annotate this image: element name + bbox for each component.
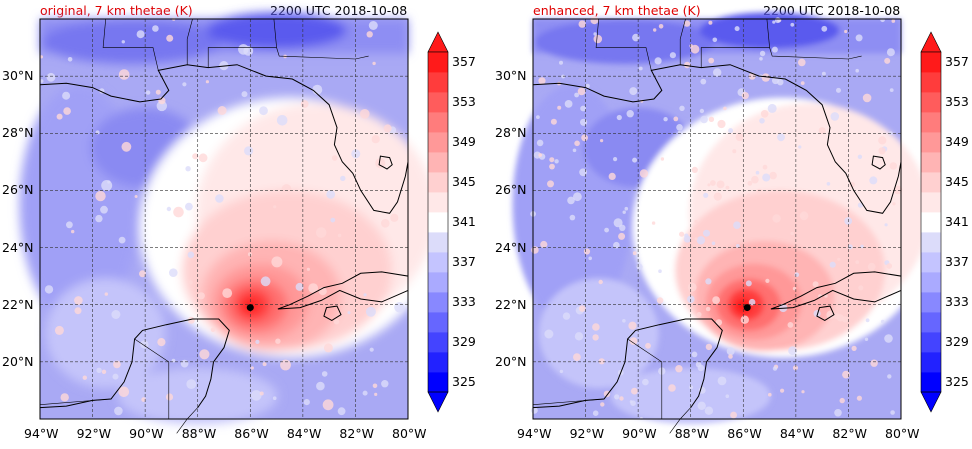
colorbar-swatch [921,172,941,193]
colorbar-tick-label: 341 [945,214,969,229]
colorbar-tick-label: 353 [452,94,476,109]
theta-e-map-enhanced [512,12,933,434]
colorbar-swatch [428,352,448,373]
colorbar-tick-label: 341 [452,214,476,229]
lat-tick-label: 30°N [495,68,527,84]
colorbar-swatch [921,252,941,273]
lon-tick-label: 92°W [569,426,605,441]
lon-tick-label: 84°W [286,426,322,441]
colorbar-tick-label: 349 [945,134,969,149]
lat-tick-label: 24°N [2,239,34,255]
colorbar-swatch [921,332,941,353]
colorbar-swatch [428,112,448,133]
lat-tick-label: 22°N [2,296,34,312]
lat-tick-label: 26°N [495,182,527,198]
colorbar-swatch [921,52,941,73]
lon-tick-label: 90°W [129,426,164,441]
colorbar-swatch [921,92,941,113]
lon-tick-label: 82°W [339,426,374,441]
panel-enhanced: enhanced, 7 km thetae (K) 2200 UTC 2018-… [492,0,972,449]
colorbar-swatch [428,172,448,193]
colorbar-swatch [921,212,941,233]
colorbar-tick-label: 349 [452,134,476,149]
colorbar-tick-label: 325 [945,374,969,389]
colorbar-swatch [428,92,448,113]
colorbar-swatch [921,152,941,173]
storm-center-marker [246,304,254,312]
lat-tick-label: 24°N [495,239,527,255]
lat-tick-label: 30°N [2,68,34,84]
colorbar-swatch [921,232,941,253]
colorbar-swatch [428,232,448,253]
lon-tick-label: 94°W [24,426,59,441]
lat-tick-label: 20°N [495,353,527,369]
colorbar-swatch [921,132,941,153]
colorbar-swatch [428,292,448,313]
colorbar-swatch [921,192,941,213]
colorbar-original [427,31,449,413]
colorbar-tick-label: 333 [945,294,969,309]
colorbar-swatch [921,292,941,313]
colorbar-enhanced [920,31,942,413]
panel-title-left: enhanced, 7 km thetae (K) [533,3,701,18]
colorbar-swatch [428,212,448,233]
lat-tick-label: 20°N [2,353,34,369]
colorbar-tick-label: 329 [452,334,476,349]
storm-center-marker [743,304,751,312]
lon-tick-label: 80°W [392,426,427,441]
colorbar-swatch [428,132,448,153]
lon-tick-label: 86°W [234,426,269,441]
colorbar-swatch [921,372,941,393]
lat-tick-label: 28°N [2,125,34,141]
colorbar-swatch [428,192,448,213]
colorbar-swatch [921,312,941,333]
theta-e-map-original [19,12,440,434]
colorbar-tick-label: 333 [452,294,476,309]
colorbar-swatch [428,372,448,393]
colorbar-tick-label: 357 [945,54,969,69]
lon-tick-label: 92°W [76,426,112,441]
colorbar-swatch [428,332,448,353]
colorbar-swatch [428,52,448,73]
colorbar-tick-label: 357 [452,54,476,69]
lon-tick-label: 84°W [779,426,815,441]
colorbar-tick-label: 337 [452,254,476,269]
colorbar-swatch [921,72,941,93]
colorbar-tick-label: 345 [452,174,476,189]
colorbar-tick-label: 325 [452,374,476,389]
lon-tick-label: 88°W [674,426,710,441]
colorbar-tick-label: 345 [945,174,969,189]
colorbar-swatch [428,72,448,93]
colorbar-swatch [428,152,448,173]
colorbar-swatch [428,312,448,333]
colorbar-tick-label: 337 [945,254,969,269]
colorbar-swatch [428,272,448,293]
lat-tick-label: 26°N [2,182,34,198]
colorbar-swatch [428,252,448,273]
colorbar-tick-label: 329 [945,334,969,349]
lat-tick-label: 28°N [495,125,527,141]
colorbar-swatch [921,112,941,133]
lon-tick-label: 88°W [181,426,217,441]
colorbar-swatch [921,352,941,373]
panel-original: original, 7 km thetae (K) 2200 UTC 2018-… [0,0,460,449]
lon-tick-label: 82°W [832,426,867,441]
lon-tick-label: 94°W [517,426,552,441]
lon-tick-label: 86°W [727,426,762,441]
lon-tick-label: 90°W [622,426,657,441]
lon-tick-label: 80°W [885,426,920,441]
colorbar-swatch [921,272,941,293]
lat-tick-label: 22°N [495,296,527,312]
panel-title-left: original, 7 km thetae (K) [40,3,193,18]
colorbar-tick-label: 353 [945,94,969,109]
